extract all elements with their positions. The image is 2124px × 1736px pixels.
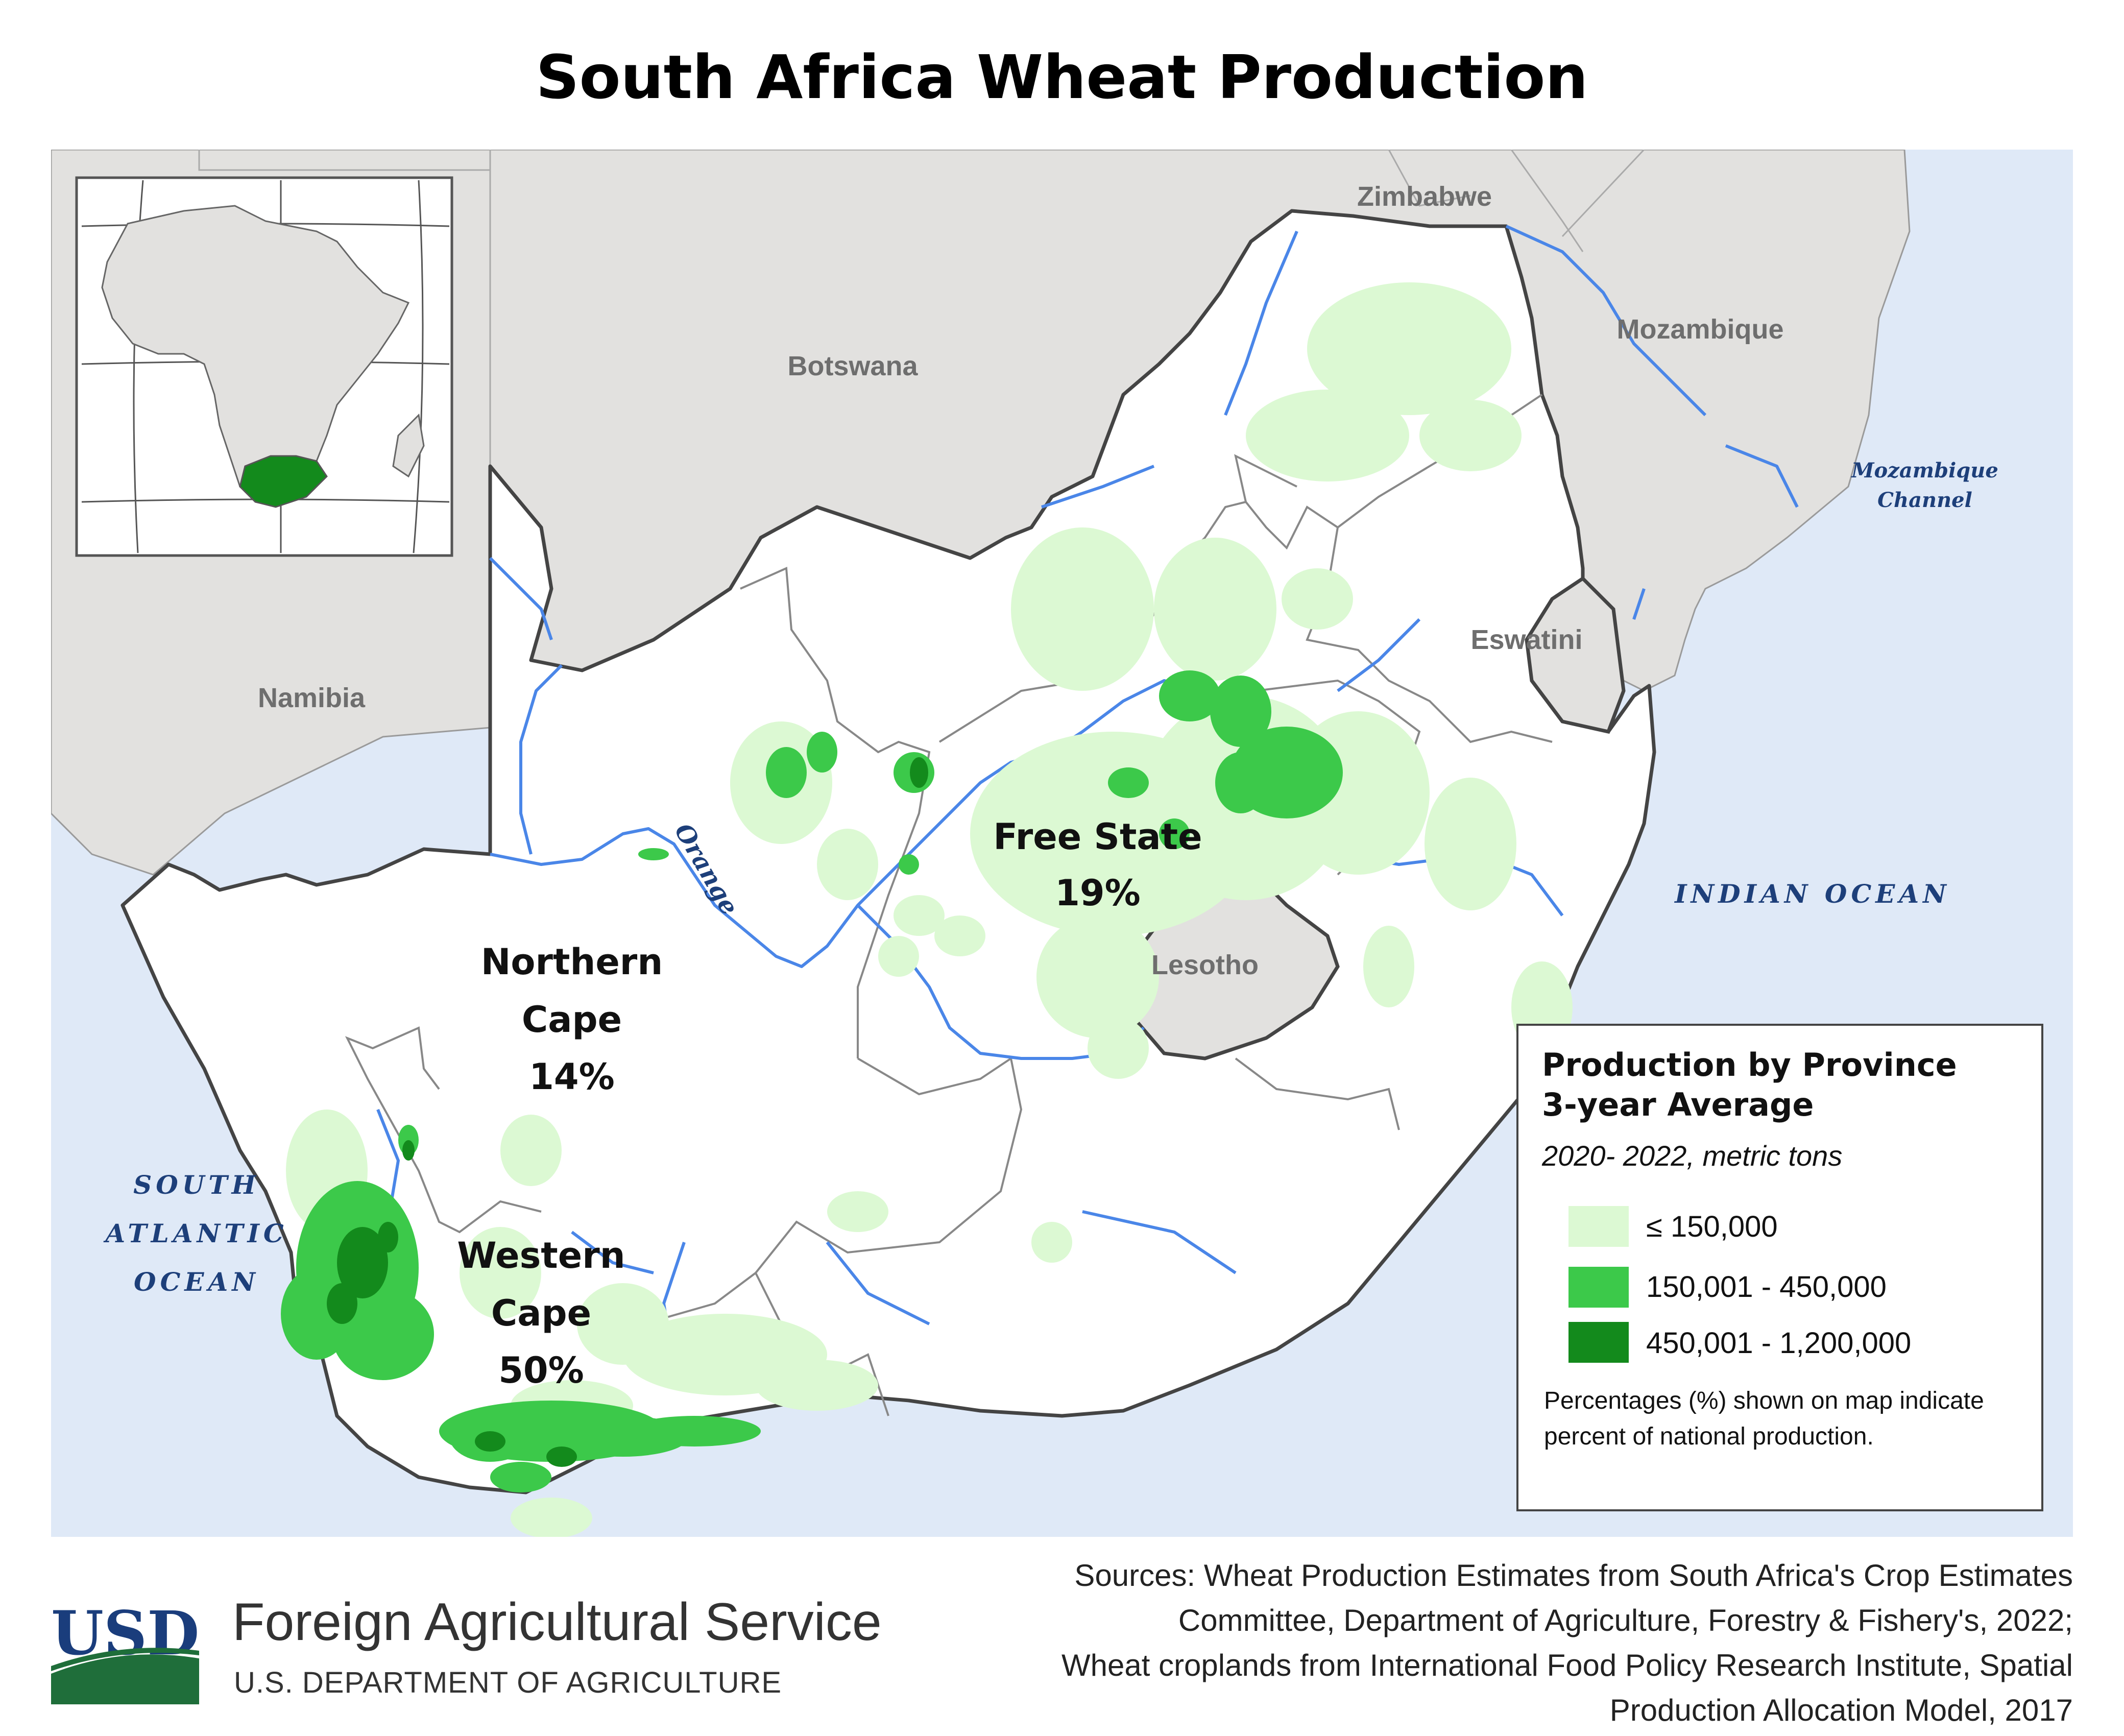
legend-swatch-high	[1568, 1322, 1629, 1363]
eswatini-shape	[1525, 576, 1626, 734]
low-production-patches	[286, 282, 1573, 1537]
share-free-state: 19%	[1055, 872, 1141, 914]
legend-swatch-low	[1568, 1206, 1629, 1247]
agency-name: Foreign Agricultural Service	[232, 1593, 882, 1652]
department-name: U.S. DEPARTMENT OF AGRICULTURE	[234, 1666, 782, 1699]
sources-line-4: Production Allocation Model, 2017	[1609, 1693, 2073, 1727]
legend-note: Percentages (%) shown on map indicate pe…	[1544, 1387, 1984, 1450]
label-indian-ocean: INDIAN OCEAN	[1674, 879, 1950, 909]
sources-line-1: Sources: Wheat Production Estimates from…	[1074, 1558, 2073, 1593]
share-western-cape: 50%	[498, 1349, 584, 1391]
label-atlantic-3: OCEAN	[134, 1267, 259, 1297]
label-western-cape-2: Cape	[491, 1292, 591, 1334]
label-namibia: Namibia	[258, 683, 366, 713]
neighbour-borders	[198, 150, 1645, 466]
label-atlantic-1: SOUTH	[133, 1170, 260, 1200]
map-frame: Zimbabwe Botswana Mozambique Namibia Esw…	[51, 150, 2073, 1537]
inset-madagascar	[392, 413, 425, 478]
label-botswana: Botswana	[787, 351, 918, 381]
high-production-patches	[327, 757, 928, 1467]
usda-logo: USDA	[51, 1598, 199, 1704]
share-northern-cape: 14%	[529, 1056, 615, 1098]
legend-label-low: ≤ 150,000	[1646, 1210, 1778, 1243]
label-eswatini: Eswatini	[1470, 624, 1582, 655]
legend-title-1: Production by Province	[1542, 1046, 1957, 1083]
label-mozambique: Mozambique	[1616, 314, 1783, 345]
legend: Production by Province 3-year Average 20…	[1516, 1024, 2043, 1511]
inset-south-africa	[239, 455, 328, 508]
sources-line-3: Wheat croplands from International Food …	[1061, 1648, 2073, 1682]
label-free-state: Free State	[993, 816, 1202, 858]
sources-note: Sources: Wheat Production Estimates from…	[975, 1553, 2073, 1733]
inset-africa	[101, 205, 410, 503]
label-northern-cape-1: Northern	[481, 941, 663, 983]
label-mozambique-channel-1: Mozambique	[1850, 459, 1998, 483]
legend-subtitle: 2020- 2022, metric tons	[1542, 1140, 1843, 1172]
label-western-cape-1: Western	[457, 1235, 625, 1276]
legend-label-high: 450,001 - 1,200,000	[1646, 1327, 1912, 1360]
locator-inset	[75, 176, 453, 557]
label-zimbabwe: Zimbabwe	[1357, 181, 1492, 212]
legend-swatch-mid	[1568, 1267, 1629, 1308]
label-atlantic-2: ATLANTIC	[103, 1218, 287, 1248]
legend-label-mid: 150,001 - 450,000	[1646, 1270, 1887, 1304]
sources-line-2: Committee, Department of Agriculture, Fo…	[1178, 1603, 2073, 1637]
label-mozambique-channel-2: Channel	[1877, 488, 1972, 512]
production-patches	[281, 282, 1573, 1537]
legend-title-2: 3-year Average	[1542, 1086, 1814, 1123]
map-title: South Africa Wheat Production	[536, 42, 1588, 112]
label-northern-cape-2: Cape	[522, 999, 622, 1041]
label-lesotho: Lesotho	[1151, 950, 1259, 980]
